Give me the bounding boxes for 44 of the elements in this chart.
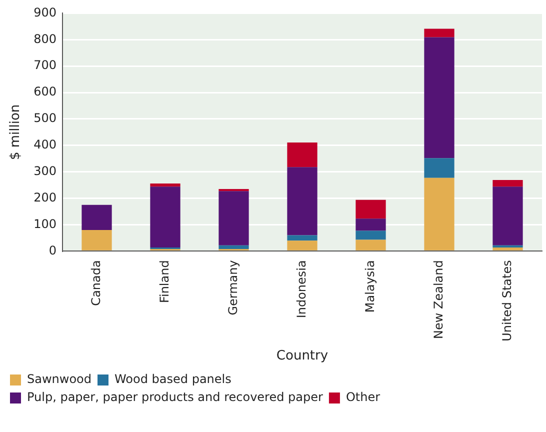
- bar: [356, 218, 386, 231]
- bar: [424, 158, 454, 178]
- x-tick-label: Germany: [226, 260, 240, 316]
- bar: [150, 186, 180, 248]
- bar: [492, 180, 523, 187]
- bar: [424, 178, 454, 250]
- y-tick-label: 400: [34, 138, 57, 152]
- y-tick-label: 800: [34, 32, 57, 46]
- y-tick-label: 900: [34, 5, 57, 20]
- bar: [492, 186, 523, 246]
- bar: [287, 167, 318, 236]
- bar: [424, 37, 454, 158]
- bar: [287, 240, 318, 250]
- x-tick-label: Finland: [157, 260, 172, 304]
- x-tick-label: Canada: [88, 260, 103, 306]
- legend-label: Pulp, paper, paper products and recovered paper: [27, 390, 324, 404]
- legend-label: Other: [346, 390, 380, 404]
- bar: [492, 247, 523, 250]
- y-tick-label: 200: [34, 190, 57, 204]
- y-axis-title: $ million: [8, 104, 24, 160]
- bar: [82, 204, 112, 230]
- bar: [150, 183, 180, 187]
- x-axis-title: Country: [276, 348, 328, 364]
- x-tick-label: Malaysia: [362, 260, 377, 313]
- bar: [356, 230, 386, 240]
- y-tick-label: 700: [34, 58, 57, 72]
- y-tick-label: 0: [48, 243, 57, 258]
- y-tick-label: 600: [34, 84, 57, 99]
- x-tick-label: New Zealand: [431, 260, 446, 339]
- bar: [218, 191, 249, 246]
- bar: [356, 200, 386, 219]
- legend-label: Sawnwood: [27, 372, 92, 386]
- bar: [218, 245, 249, 250]
- x-tick-label: United States: [500, 260, 514, 342]
- y-tick-label: 500: [34, 111, 57, 126]
- bar: [287, 142, 318, 168]
- bar: [287, 235, 318, 241]
- y-tick-label: 100: [34, 216, 57, 231]
- x-tick-label: Indonesia: [294, 260, 308, 318]
- bar: [356, 240, 386, 250]
- legend-label: Wood based panels: [114, 372, 232, 386]
- bar: [82, 230, 112, 250]
- bar: [424, 28, 454, 38]
- y-tick-label: 300: [34, 164, 57, 178]
